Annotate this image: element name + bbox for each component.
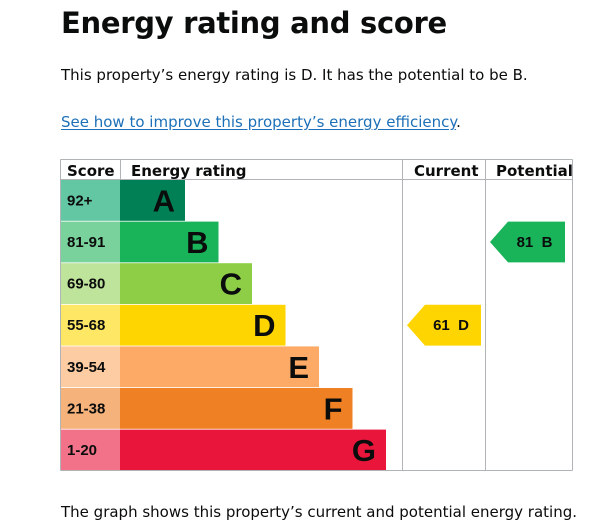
band-bar-g xyxy=(120,429,386,471)
band-bar-c xyxy=(120,263,252,304)
potential-header: Potential xyxy=(496,162,573,180)
score-header: Score xyxy=(67,162,115,180)
potential-arrow xyxy=(490,221,565,263)
band-bar-b xyxy=(120,221,219,263)
score-range-d: 55-68 xyxy=(67,317,105,334)
band-letter-d: D xyxy=(253,308,275,343)
score-cell-d xyxy=(61,304,120,346)
current-arrow xyxy=(407,304,481,346)
score-cell-g xyxy=(61,429,120,471)
score-range-a: 92+ xyxy=(67,192,93,209)
score-cell-b xyxy=(61,221,120,263)
band-bar-f xyxy=(120,388,353,429)
graph-description: The graph shows this property’s current … xyxy=(61,503,577,521)
band-letter-c: C xyxy=(220,267,242,302)
rating-summary: This property’s energy rating is D. It h… xyxy=(61,66,528,84)
band-letter-a: A xyxy=(153,183,175,218)
band-letter-f: F xyxy=(324,391,343,426)
band-bar-d xyxy=(120,304,286,346)
score-range-c: 69-80 xyxy=(67,276,105,293)
band-letter-g: G xyxy=(352,433,376,468)
score-cell-e xyxy=(61,346,120,388)
score-range-g: 1-20 xyxy=(67,442,97,459)
current-rating-label: 61 D xyxy=(433,317,469,334)
current-header: Current xyxy=(414,162,479,180)
link-suffix: . xyxy=(456,113,461,131)
score-range-f: 21-38 xyxy=(67,400,105,417)
improve-link-line: See how to improve this property’s energ… xyxy=(61,113,461,131)
band-bar-a xyxy=(120,180,185,221)
band-bar-e xyxy=(120,346,319,388)
page-title: Energy rating and score xyxy=(61,6,447,40)
improve-efficiency-link[interactable]: See how to improve this property’s energ… xyxy=(61,113,457,131)
score-range-b: 81-91 xyxy=(67,234,105,251)
score-cell-a xyxy=(61,180,120,221)
rating-header: Energy rating xyxy=(131,162,246,180)
score-range-e: 39-54 xyxy=(67,359,106,376)
score-cell-f xyxy=(61,388,120,429)
band-letter-b: B xyxy=(186,225,208,260)
potential-rating-label: 81 B xyxy=(517,234,553,251)
band-letter-e: E xyxy=(288,350,309,385)
score-cell-c xyxy=(61,263,120,304)
